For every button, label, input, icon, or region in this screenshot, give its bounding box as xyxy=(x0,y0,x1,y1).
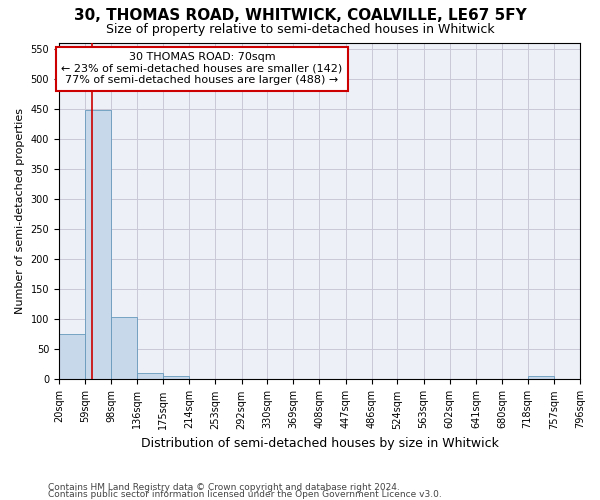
Text: Contains HM Land Registry data © Crown copyright and database right 2024.: Contains HM Land Registry data © Crown c… xyxy=(48,484,400,492)
Text: 30 THOMAS ROAD: 70sqm
← 23% of semi-detached houses are smaller (142)
77% of sem: 30 THOMAS ROAD: 70sqm ← 23% of semi-deta… xyxy=(61,52,343,86)
Text: 30, THOMAS ROAD, WHITWICK, COALVILLE, LE67 5FY: 30, THOMAS ROAD, WHITWICK, COALVILLE, LE… xyxy=(74,8,526,22)
Text: Size of property relative to semi-detached houses in Whitwick: Size of property relative to semi-detach… xyxy=(106,22,494,36)
X-axis label: Distribution of semi-detached houses by size in Whitwick: Distribution of semi-detached houses by … xyxy=(140,437,499,450)
Bar xyxy=(137,374,163,380)
Bar xyxy=(85,110,111,380)
Bar xyxy=(111,317,137,380)
Text: Contains public sector information licensed under the Open Government Licence v3: Contains public sector information licen… xyxy=(48,490,442,499)
Bar xyxy=(527,376,554,380)
Bar xyxy=(59,334,85,380)
Y-axis label: Number of semi-detached properties: Number of semi-detached properties xyxy=(15,108,25,314)
Bar xyxy=(163,376,189,380)
